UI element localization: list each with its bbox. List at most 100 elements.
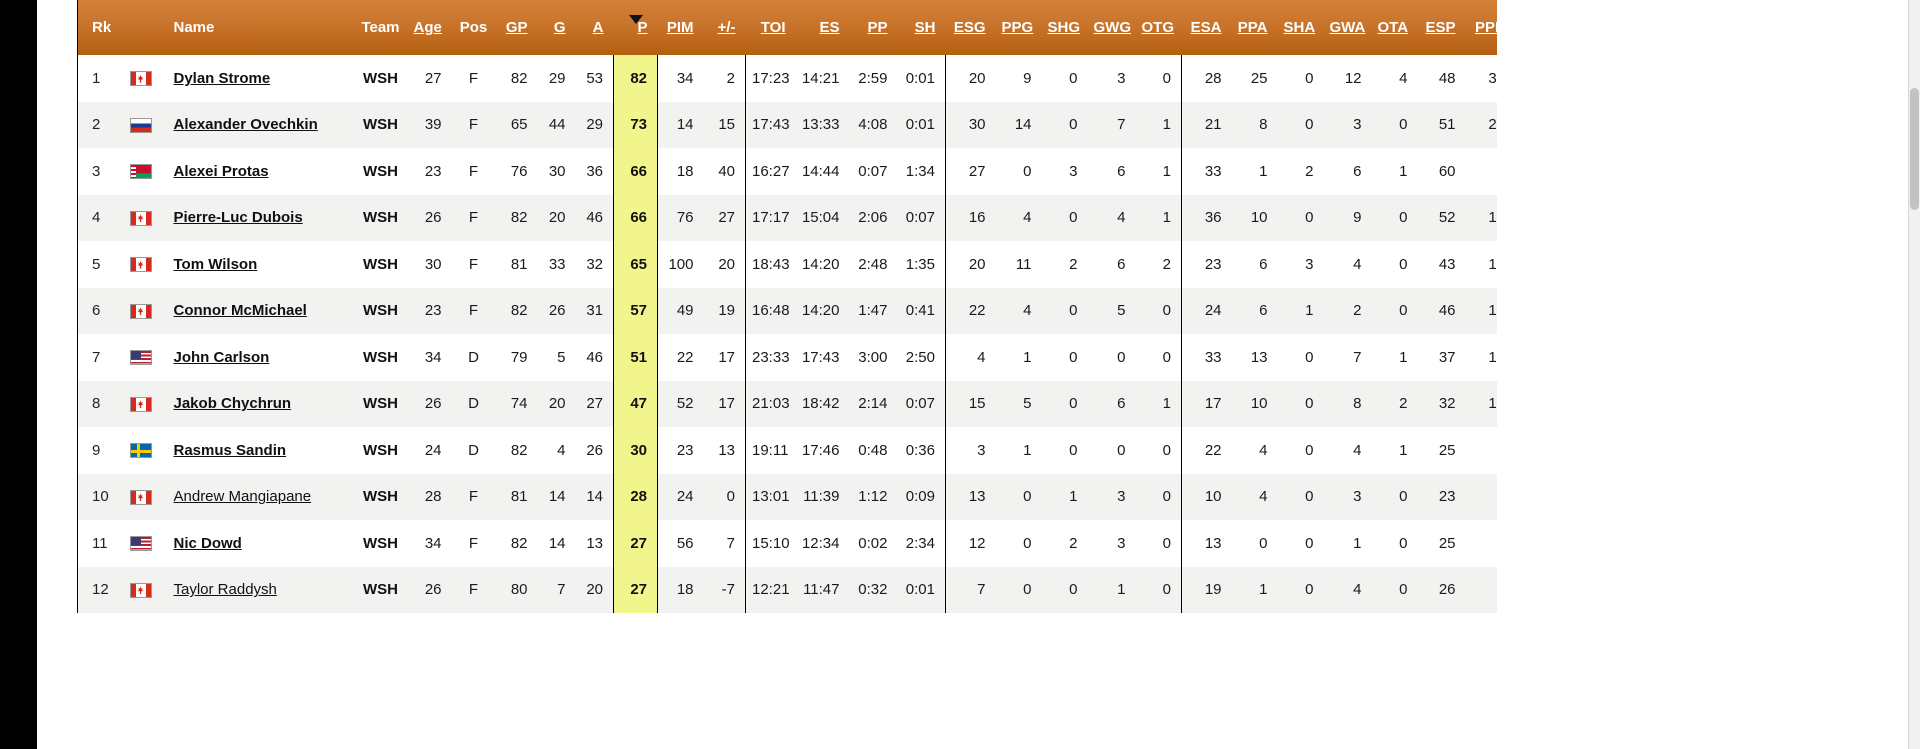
cell-sh: 0:07 [897, 380, 946, 427]
column-header-toi[interactable]: TOI [745, 0, 796, 55]
player-name-cell[interactable]: Andrew Mangiapane [163, 473, 354, 520]
column-header-shg[interactable]: SHG [1041, 0, 1088, 55]
cell-g: 29 [537, 55, 576, 102]
player-name-cell[interactable]: Tom Wilson [163, 241, 354, 288]
cell-team: WSH [353, 473, 408, 520]
cell-age: 23 [407, 148, 452, 195]
column-header-sha[interactable]: SHA [1277, 0, 1324, 55]
column-header-label-gwa: GWA [1329, 19, 1366, 36]
column-header-pim[interactable]: PIM [657, 0, 704, 55]
player-name-link[interactable]: Alexander Ovechkin [173, 116, 318, 134]
vertical-scrollbar[interactable] [1908, 0, 1920, 749]
column-header-gp[interactable]: GP [495, 0, 538, 55]
cell-gwa: 4 [1323, 566, 1372, 613]
cell-p: 51 [613, 334, 658, 381]
column-header-esa[interactable]: ESA [1181, 0, 1232, 55]
column-header-otg[interactable]: OTG [1135, 0, 1182, 55]
player-name-cell[interactable]: Nic Dowd [163, 520, 354, 567]
column-header-pm[interactable]: +/- [703, 0, 746, 55]
player-name-link[interactable]: Andrew Mangiapane [173, 488, 312, 506]
scrollbar-thumb[interactable] [1910, 88, 1919, 210]
player-name-link[interactable]: Dylan Strome [173, 69, 271, 87]
player-name-cell[interactable]: Dylan Strome [163, 55, 354, 102]
player-name-cell[interactable]: Pierre-Luc Dubois [163, 194, 354, 241]
flag-icon-ca [129, 582, 152, 598]
cell-otg: 1 [1135, 380, 1182, 427]
cell-pos: D [451, 380, 496, 427]
cell-shg: 0 [1041, 427, 1088, 474]
column-header-a[interactable]: A [575, 0, 614, 55]
column-header-ppg[interactable]: PPG [995, 0, 1042, 55]
column-header-gwg[interactable]: GWG [1087, 0, 1136, 55]
cell-esg: 3 [945, 427, 996, 474]
scroll-up-arrow-icon[interactable] [1909, 2, 1919, 12]
cell-ota: 0 [1371, 473, 1418, 520]
column-header-esp[interactable]: ESP [1417, 0, 1466, 55]
cell-gp: 82 [495, 427, 538, 474]
cell-shg: 0 [1041, 566, 1088, 613]
cell-ppp: 17 [1465, 241, 1497, 288]
player-name-link[interactable]: John Carlson [173, 348, 270, 366]
player-name-cell[interactable]: Jakob Chychrun [163, 380, 354, 427]
scroll-down-arrow-icon[interactable] [1909, 737, 1919, 747]
player-name-link[interactable]: Nic Dowd [173, 534, 242, 552]
cell-esp: 43 [1417, 241, 1466, 288]
player-name-link[interactable]: Taylor Raddysh [173, 581, 277, 599]
column-header-label-ota: OTA [1377, 19, 1409, 36]
cell-esa: 13 [1181, 520, 1232, 567]
cell-esg: 27 [945, 148, 996, 195]
column-header-g[interactable]: G [537, 0, 576, 55]
player-name-cell[interactable]: Alexei Protas [163, 148, 354, 195]
cell-otg: 1 [1135, 148, 1182, 195]
column-header-esg[interactable]: ESG [945, 0, 996, 55]
cell-shg: 0 [1041, 380, 1088, 427]
player-name-cell[interactable]: Alexander Ovechkin [163, 101, 354, 148]
player-name-cell[interactable]: Connor McMichael [163, 287, 354, 334]
table-row: 5 Tom Wilson WSH 30 F 81 33 32 65 100 20 18:43 14:20… [77, 241, 1497, 288]
table-row: 7 John Carlson WSH 34 D 79 5 46 51 22 17 23:33 17:43… [77, 334, 1497, 381]
cell-gwg: 5 [1087, 287, 1136, 334]
player-name-link[interactable]: Rasmus Sandin [173, 441, 287, 459]
cell-rk: 1 [77, 55, 130, 102]
cell-esg: 22 [945, 287, 996, 334]
column-header-sh[interactable]: SH [897, 0, 946, 55]
cell-esg: 13 [945, 473, 996, 520]
column-header-ppp[interactable]: PPP [1465, 0, 1497, 55]
player-name-cell[interactable]: John Carlson [163, 334, 354, 381]
cell-pos: F [451, 148, 496, 195]
cell-g: 7 [537, 566, 576, 613]
table-row: 3 Alexei Protas WSH 23 F 76 30 36 66 18 40 16:27 14:… [77, 148, 1497, 195]
table-row: 2 Alexander Ovechkin WSH 39 F 65 44 29 73 14 15 17:… [77, 101, 1497, 148]
cell-es: 13:33 [795, 101, 850, 148]
player-name-cell[interactable]: Rasmus Sandin [163, 427, 354, 474]
cell-gwg: 7 [1087, 101, 1136, 148]
column-header-age[interactable]: Age [407, 0, 452, 55]
player-name-cell[interactable]: Taylor Raddysh [163, 566, 354, 613]
cell-p: 47 [613, 380, 658, 427]
player-name-link[interactable]: Jakob Chychrun [173, 395, 292, 413]
column-header-label-name: Name [173, 19, 215, 36]
column-header-es[interactable]: ES [795, 0, 850, 55]
cell-esa: 33 [1181, 334, 1232, 381]
cell-g: 20 [537, 380, 576, 427]
cell-pm: 0 [703, 473, 746, 520]
column-header-ppa[interactable]: PPA [1231, 0, 1278, 55]
chevron-down-icon [628, 15, 643, 24]
cell-gp: 79 [495, 334, 538, 381]
player-name-link[interactable]: Alexei Protas [173, 162, 269, 180]
column-header-pp[interactable]: PP [849, 0, 898, 55]
cell-g: 33 [537, 241, 576, 288]
column-header-ota[interactable]: OTA [1371, 0, 1418, 55]
cell-pim: 23 [657, 427, 704, 474]
country-flag-cell [129, 55, 164, 102]
cell-pim: 24 [657, 473, 704, 520]
column-header-gwa[interactable]: GWA [1323, 0, 1372, 55]
player-name-link[interactable]: Connor McMichael [173, 302, 307, 320]
column-header-p[interactable]: P [613, 0, 658, 55]
flag-icon-ca [129, 210, 152, 226]
cell-age: 26 [407, 380, 452, 427]
flag-icon-ca [129, 489, 152, 505]
player-name-link[interactable]: Pierre-Luc Dubois [173, 209, 303, 227]
player-name-link[interactable]: Tom Wilson [173, 255, 258, 273]
